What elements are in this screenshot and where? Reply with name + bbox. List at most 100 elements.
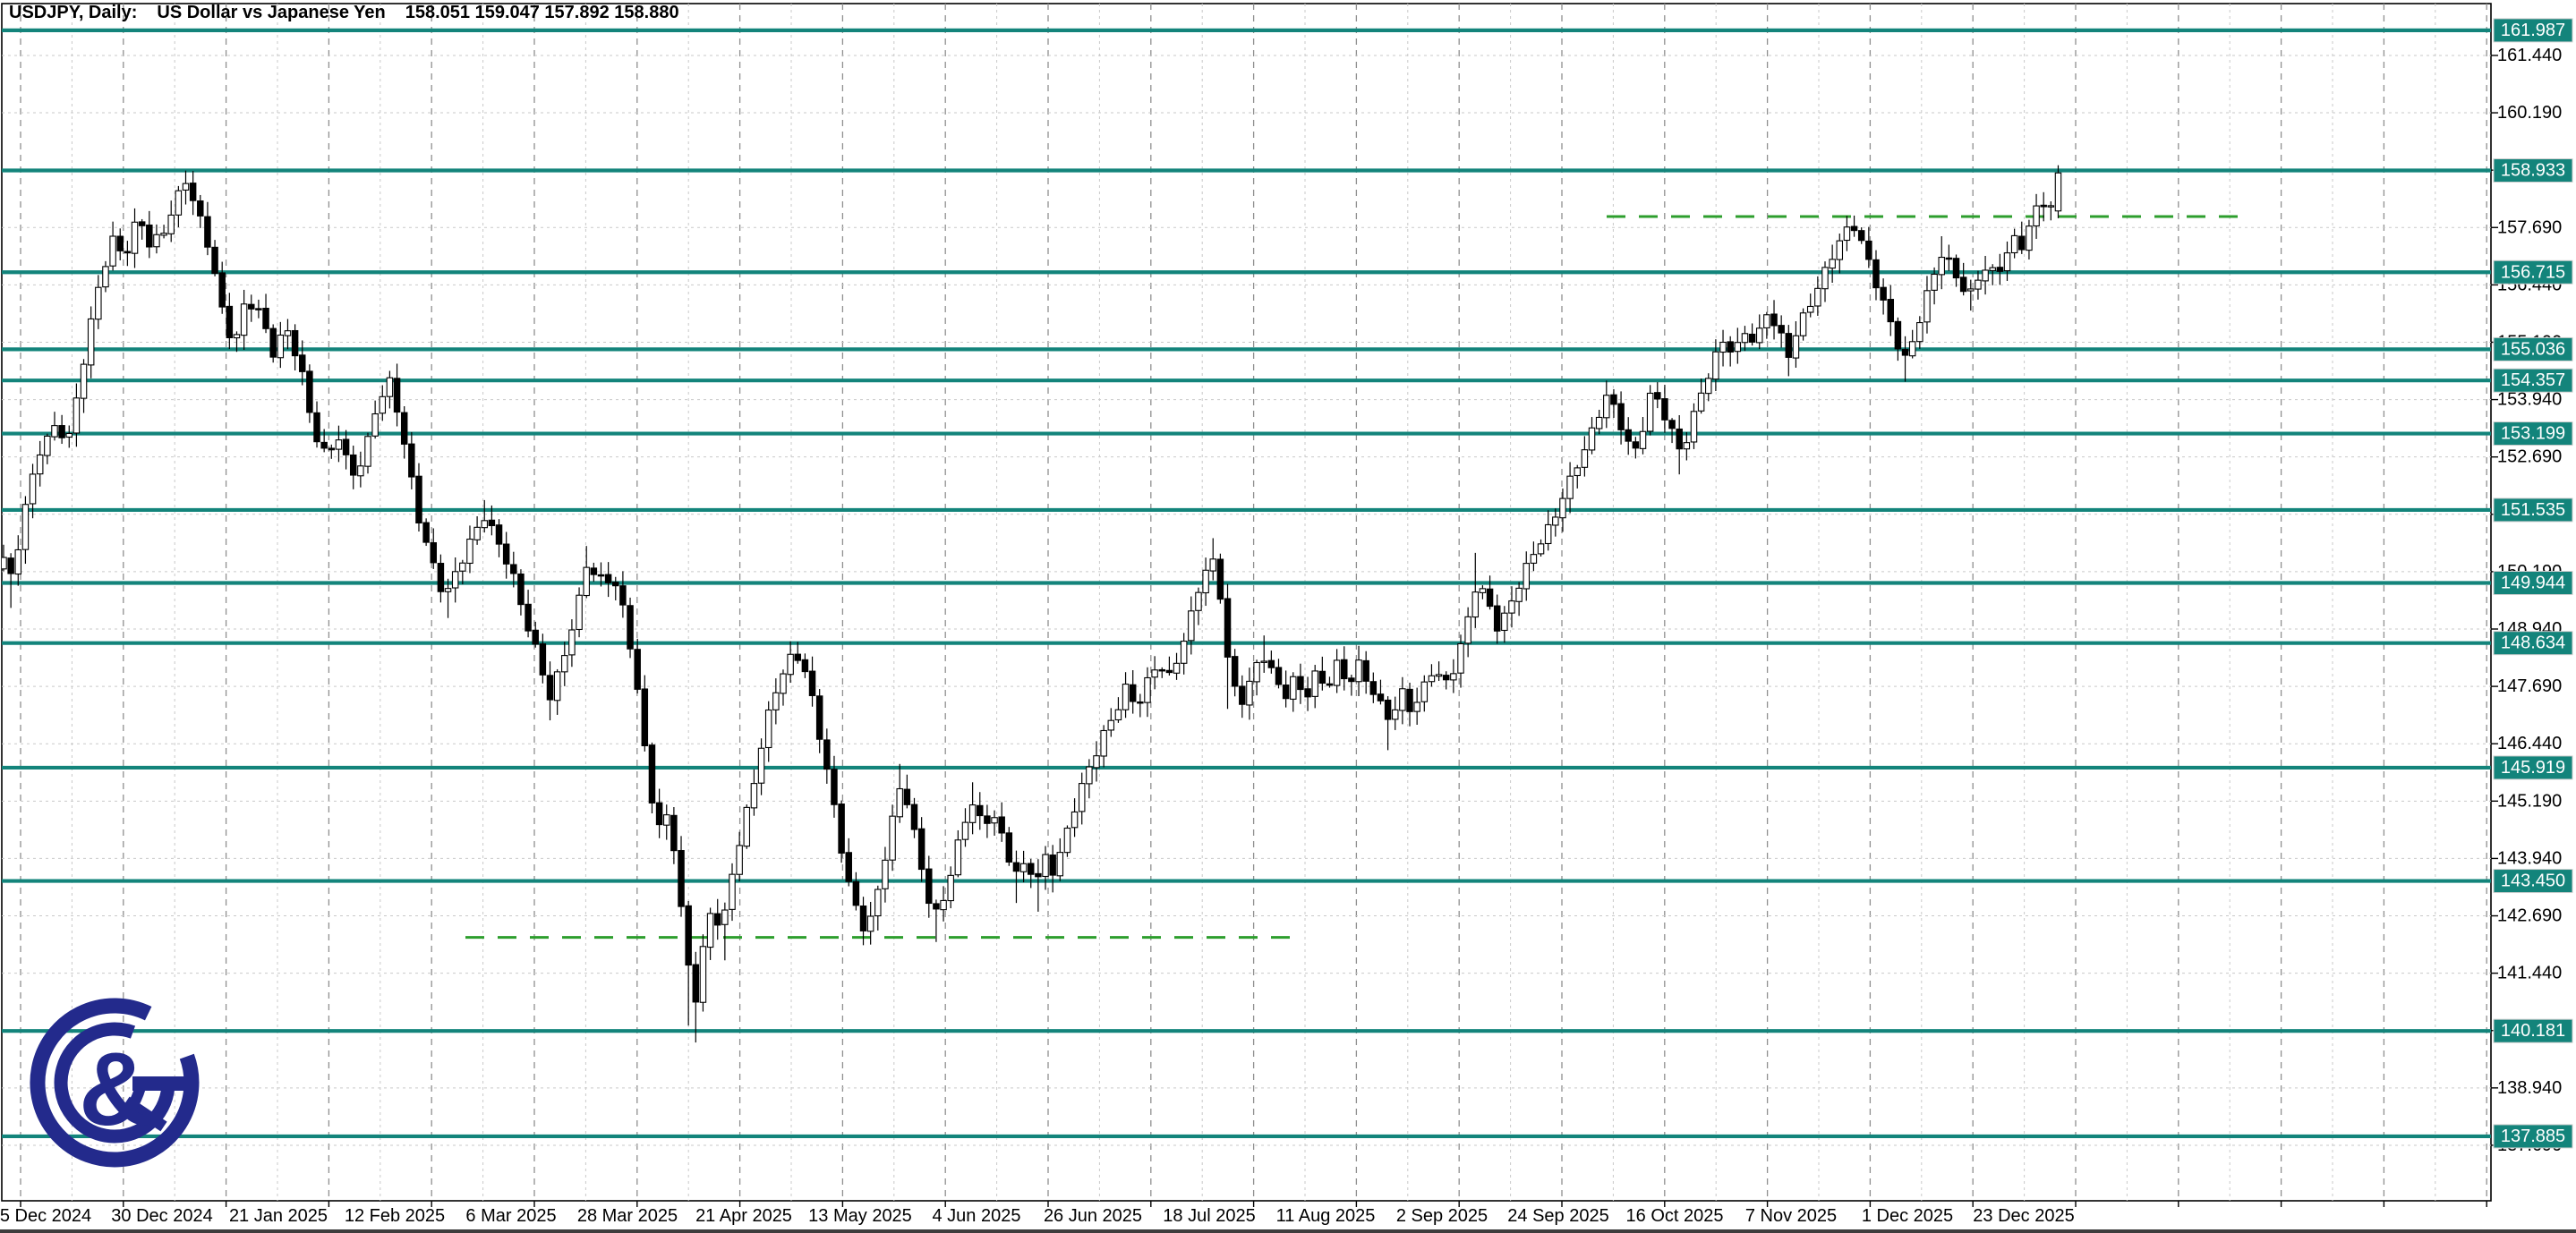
candle-body — [1959, 276, 1967, 293]
candle-body — [277, 334, 285, 359]
sr-price-badge: 140.181 — [2493, 1018, 2573, 1043]
candle-bearish — [1952, 254, 1960, 287]
candle-bullish — [1086, 759, 1093, 799]
candle-body — [838, 804, 845, 854]
candle-body — [866, 915, 874, 932]
candle-body — [1748, 333, 1756, 343]
date-label: 12 Feb 2025 — [345, 1206, 445, 1226]
candle-body — [1012, 862, 1020, 872]
candle-body — [743, 806, 751, 847]
candle-body — [1239, 685, 1246, 705]
candle-bullish — [473, 515, 481, 545]
candle-body — [1792, 335, 1800, 359]
candle-bearish — [604, 562, 612, 598]
candle-bullish — [1588, 417, 1596, 455]
sr-badge-label: 161.987 — [2501, 21, 2565, 40]
candle-bearish — [1872, 250, 1880, 301]
candle-body — [539, 643, 547, 676]
candle-bullish — [1420, 675, 1429, 712]
candle-body — [1282, 685, 1290, 700]
candle-bearish — [1996, 253, 2004, 285]
candle-bearish — [1304, 676, 1311, 711]
sr-badge-label: 149.944 — [2501, 574, 2565, 593]
candle-body — [116, 235, 124, 251]
candle-body — [1464, 616, 1471, 644]
candle-body — [903, 788, 911, 805]
candle-body — [662, 814, 670, 826]
date-label: 28 Mar 2025 — [577, 1206, 678, 1226]
candle-body — [612, 582, 619, 587]
candle-body — [1727, 341, 1734, 353]
candle-bullish — [1019, 850, 1028, 883]
candle-bearish — [831, 755, 838, 818]
price-grid-label: 161.440 — [2497, 46, 2562, 65]
candle-bullish — [889, 804, 896, 872]
candle-body — [1151, 669, 1158, 678]
candle-body — [2018, 235, 2026, 251]
candle-bullish — [451, 557, 459, 603]
candle-bearish — [1297, 663, 1304, 704]
candle-body — [1450, 673, 1457, 681]
candle-bullish — [1836, 233, 1844, 274]
sr-badge-label: 156.715 — [2501, 262, 2565, 282]
sr-lines-layer — [2, 28, 2491, 1139]
date-label: 11 Aug 2025 — [1276, 1206, 1376, 1226]
candle-body — [197, 200, 204, 217]
candle-bullish — [1712, 339, 1719, 392]
candle-bullish — [1070, 798, 1079, 838]
candle-body — [757, 747, 765, 784]
candle-bearish — [255, 299, 262, 319]
price-grid-label: 160.190 — [2497, 103, 2562, 123]
candle-body — [1209, 558, 1216, 572]
candle-body — [408, 443, 415, 478]
plot-area[interactable] — [1, 3, 2492, 1202]
candle-bullish — [21, 496, 30, 565]
candle-body — [1049, 855, 1056, 876]
sr-badge-bg — [2493, 421, 2573, 446]
candle-body — [451, 571, 459, 589]
candle-body — [1413, 702, 1420, 712]
candle-body — [44, 435, 51, 456]
candle-body — [29, 473, 37, 505]
candle-bearish — [1049, 845, 1056, 893]
candle-bullish — [386, 370, 394, 409]
candle-body — [481, 520, 488, 529]
candle-body — [255, 308, 262, 310]
date-label: 5 Dec 2024 — [0, 1206, 91, 1226]
candle-bearish — [1676, 414, 1683, 475]
candle-bullish — [1428, 664, 1436, 687]
sr-badge-label: 145.919 — [2501, 758, 2565, 778]
candle-bearish — [1165, 656, 1173, 676]
candle-body — [1697, 392, 1705, 412]
candle-bullish — [1690, 403, 1698, 449]
candle-bullish — [284, 319, 292, 350]
candle-bullish — [1931, 267, 1938, 305]
candle-bearish — [539, 634, 547, 684]
candle-bullish — [1471, 552, 1480, 628]
candle-bearish — [597, 562, 605, 587]
candle-bullish — [699, 934, 707, 1012]
candle-bullish — [1114, 697, 1122, 723]
logo-outer-arc — [30, 998, 200, 1168]
candle-body — [1763, 314, 1770, 328]
candle-body — [1275, 667, 1283, 685]
candle-bullish — [1523, 551, 1531, 601]
candle-bearish — [815, 689, 823, 753]
candle-bullish — [1683, 431, 1691, 461]
candle-bearish — [692, 951, 700, 1043]
candle-body — [1872, 259, 1880, 289]
symbol-info: USDJPY, Daily: US Dollar vs Japanese Yen 1… — [9, 3, 699, 23]
candle-body — [1435, 674, 1443, 677]
price-axis[interactable]: 161.440160.190158.940157.690156.440155.1… — [2491, 46, 2562, 1155]
date-axis[interactable]: 5 Dec 2024 30 Dec 2024 21 Jan 2025 12 Feb 2… — [0, 1201, 2487, 1226]
candle-body — [1399, 688, 1406, 711]
candle-body — [619, 585, 627, 606]
candle-body — [1996, 267, 2004, 272]
candle-body — [670, 814, 678, 852]
candle-body — [815, 695, 823, 740]
candle-bullish — [44, 433, 51, 464]
candle-body — [2054, 172, 2062, 212]
candle-body — [1595, 416, 1603, 429]
candle-body — [1836, 240, 1844, 260]
